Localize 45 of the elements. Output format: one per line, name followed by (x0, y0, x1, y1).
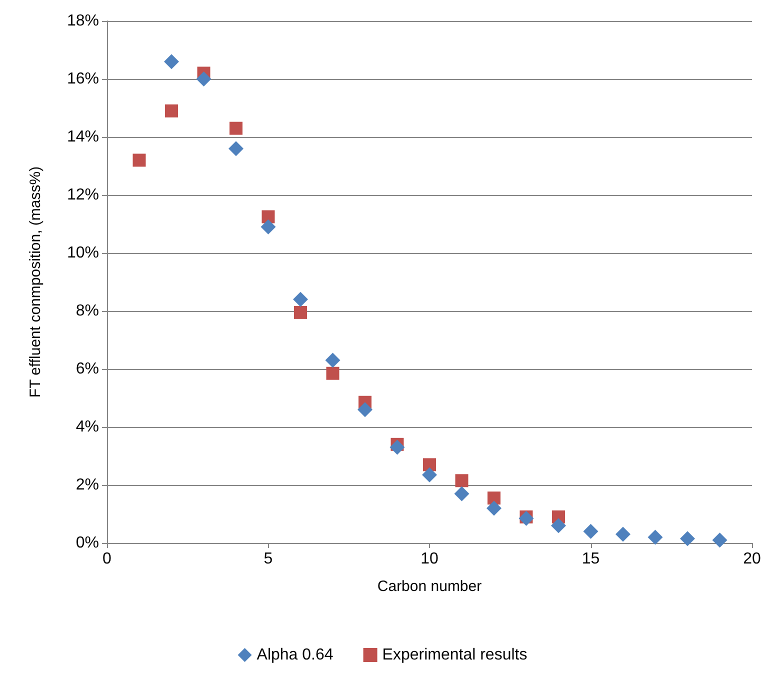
point (583, 524, 598, 539)
point (132, 154, 146, 167)
point (230, 122, 242, 135)
x-tick-label: 15 (582, 550, 600, 568)
point (260, 219, 276, 234)
legend-label: Alpha 0.64 (256, 646, 334, 664)
y-tick-label: 6% (76, 360, 99, 378)
point (551, 518, 566, 534)
y-tick-label: 18% (66, 12, 99, 30)
point (390, 440, 405, 455)
point (325, 352, 340, 368)
y-tick-label: 4% (76, 418, 99, 436)
x-axis-title: Carbon number (377, 578, 482, 595)
y-tick-label: 12% (66, 186, 99, 204)
x-tick-label: 20 (743, 550, 761, 568)
point (196, 72, 212, 86)
point (455, 474, 468, 488)
point (712, 532, 728, 548)
point (262, 210, 275, 224)
point (488, 492, 500, 505)
point (228, 141, 244, 156)
legend-label: Experimental results (382, 646, 528, 664)
y-tick-label: 16% (66, 70, 99, 88)
y-tick-label: 0% (76, 534, 99, 552)
point (358, 402, 372, 418)
point (423, 458, 436, 472)
point (326, 366, 340, 380)
y-tick-label: 14% (66, 128, 99, 146)
point (422, 467, 437, 482)
y-tick-label: 8% (76, 302, 99, 320)
point (294, 306, 307, 319)
point (454, 486, 470, 502)
x-tick-label: 10 (420, 550, 438, 568)
point (164, 54, 179, 70)
point (486, 500, 502, 516)
point (293, 292, 308, 307)
point (648, 530, 663, 545)
y-tick-label: 2% (76, 476, 99, 494)
point (616, 526, 630, 542)
y-axis-title: FT effluent conmposition, (mass%) (27, 166, 44, 398)
x-tick-label: 0 (102, 550, 112, 568)
y-tick-label: 10% (66, 244, 99, 262)
point (165, 104, 178, 118)
point (680, 531, 695, 546)
x-tick-label: 5 (264, 550, 273, 568)
